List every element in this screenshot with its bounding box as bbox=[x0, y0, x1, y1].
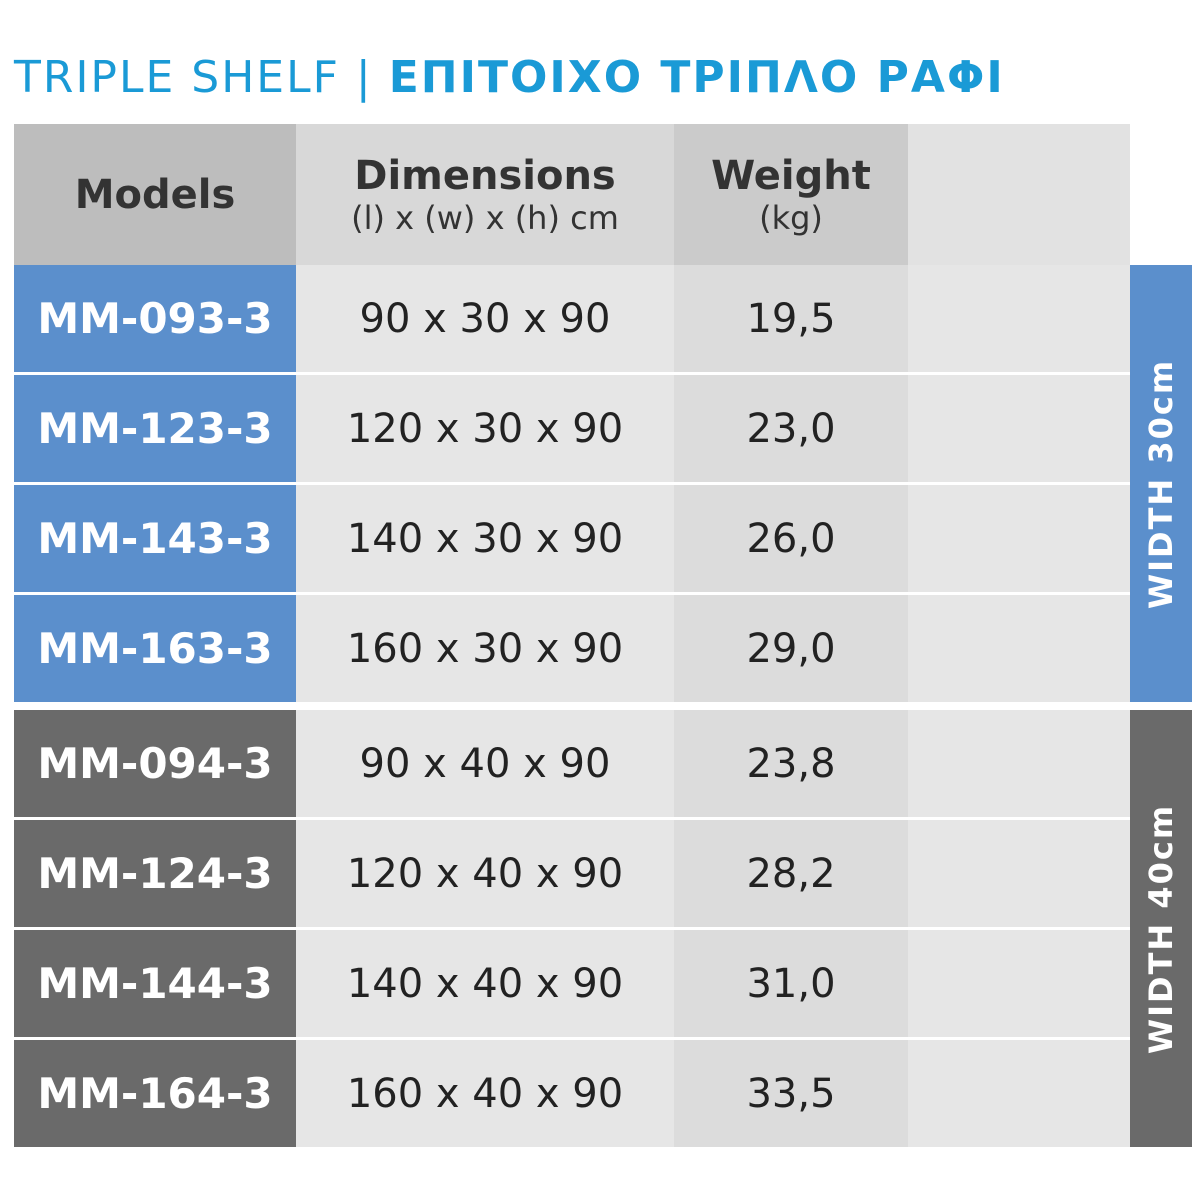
model-cell: MM-164-3 bbox=[14, 1040, 296, 1147]
dimensions-cell-text: 90 x 40 x 90 bbox=[359, 740, 611, 787]
model-cell-text: MM-124-3 bbox=[37, 849, 273, 898]
weight-cell-text: 31,0 bbox=[746, 960, 836, 1007]
dimensions-cell-text: 160 x 30 x 90 bbox=[346, 625, 624, 672]
dimensions-cell: 140 x 40 x 90 bbox=[296, 930, 674, 1037]
model-cell-text: MM-163-3 bbox=[37, 624, 273, 673]
model-cell: MM-144-3 bbox=[14, 930, 296, 1037]
dimensions-cell-text: 90 x 30 x 90 bbox=[359, 295, 611, 342]
title-en: TRIPLE SHELF bbox=[14, 52, 340, 103]
weight-cell: 23,0 bbox=[674, 375, 908, 482]
empty-cell bbox=[908, 710, 1130, 817]
dimensions-cell-text: 140 x 40 x 90 bbox=[346, 960, 624, 1007]
title-separator: | bbox=[355, 52, 373, 103]
empty-cell bbox=[908, 930, 1130, 1037]
weight-cell: 31,0 bbox=[674, 930, 908, 1037]
weight-cell-text: 23,0 bbox=[746, 405, 836, 452]
dimensions-cell-text: 120 x 40 x 90 bbox=[346, 850, 624, 897]
model-cell: MM-124-3 bbox=[14, 820, 296, 927]
header-dimensions: Dimensions (l) x (w) x (h) cm bbox=[296, 124, 674, 265]
empty-cell bbox=[908, 485, 1130, 592]
dimensions-cell: 120 x 30 x 90 bbox=[296, 375, 674, 482]
dimensions-cell: 90 x 40 x 90 bbox=[296, 710, 674, 817]
dimensions-cell-text: 140 x 30 x 90 bbox=[346, 515, 624, 562]
weight-cell: 29,0 bbox=[674, 595, 908, 702]
header-text: Models bbox=[74, 171, 236, 218]
group-label: WIDTH 40cm bbox=[1130, 710, 1192, 1147]
header-empty bbox=[908, 124, 1130, 265]
model-cell-text: MM-144-3 bbox=[37, 959, 273, 1008]
weight-cell: 19,5 bbox=[674, 265, 908, 372]
header-unit: (l) x (w) x (h) cm bbox=[351, 198, 619, 237]
header-weight: Weight (kg) bbox=[674, 124, 908, 265]
empty-cell bbox=[908, 1040, 1130, 1147]
dimensions-cell: 140 x 30 x 90 bbox=[296, 485, 674, 592]
group-label-text: WIDTH 30cm bbox=[1142, 358, 1181, 609]
weight-cell: 33,5 bbox=[674, 1040, 908, 1147]
empty-cell bbox=[908, 595, 1130, 702]
group-label-text: WIDTH 40cm bbox=[1142, 803, 1181, 1054]
model-cell: MM-163-3 bbox=[14, 595, 296, 702]
dimensions-cell-text: 160 x 40 x 90 bbox=[346, 1070, 624, 1117]
weight-cell-text: 26,0 bbox=[746, 515, 836, 562]
dimensions-cell-text: 120 x 30 x 90 bbox=[346, 405, 624, 452]
header-text: Dimensions bbox=[354, 152, 616, 199]
weight-cell: 26,0 bbox=[674, 485, 908, 592]
weight-cell-text: 19,5 bbox=[746, 295, 836, 342]
weight-cell: 23,8 bbox=[674, 710, 908, 817]
dimensions-cell: 160 x 30 x 90 bbox=[296, 595, 674, 702]
model-cell: MM-123-3 bbox=[14, 375, 296, 482]
model-cell: MM-143-3 bbox=[14, 485, 296, 592]
model-cell-text: MM-164-3 bbox=[37, 1069, 273, 1118]
weight-cell-text: 29,0 bbox=[746, 625, 836, 672]
header-unit: (kg) bbox=[759, 198, 823, 237]
model-cell-text: MM-123-3 bbox=[37, 404, 273, 453]
empty-cell bbox=[908, 375, 1130, 482]
weight-cell: 28,2 bbox=[674, 820, 908, 927]
empty-cell bbox=[908, 820, 1130, 927]
dimensions-cell: 160 x 40 x 90 bbox=[296, 1040, 674, 1147]
model-cell-text: MM-093-3 bbox=[37, 294, 273, 343]
model-cell-text: MM-094-3 bbox=[37, 739, 273, 788]
empty-cell bbox=[908, 265, 1130, 372]
dimensions-cell: 90 x 30 x 90 bbox=[296, 265, 674, 372]
title-gr: ΕΠΙΤΟΙΧΟ ΤΡΙΠΛΟ ΡΑΦΙ bbox=[388, 52, 1005, 103]
group-label: WIDTH 30cm bbox=[1130, 265, 1192, 702]
model-cell: MM-093-3 bbox=[14, 265, 296, 372]
dimensions-cell: 120 x 40 x 90 bbox=[296, 820, 674, 927]
title: TRIPLE SHELF | ΕΠΙΤΟΙΧΟ ΤΡΙΠΛΟ ΡΑΦΙ bbox=[14, 52, 1005, 103]
weight-cell-text: 33,5 bbox=[746, 1070, 836, 1117]
model-cell-text: MM-143-3 bbox=[37, 514, 273, 563]
header-models: Models bbox=[14, 124, 296, 265]
model-cell: MM-094-3 bbox=[14, 710, 296, 817]
weight-cell-text: 28,2 bbox=[746, 850, 836, 897]
weight-cell-text: 23,8 bbox=[746, 740, 836, 787]
header-text: Weight bbox=[711, 152, 871, 199]
